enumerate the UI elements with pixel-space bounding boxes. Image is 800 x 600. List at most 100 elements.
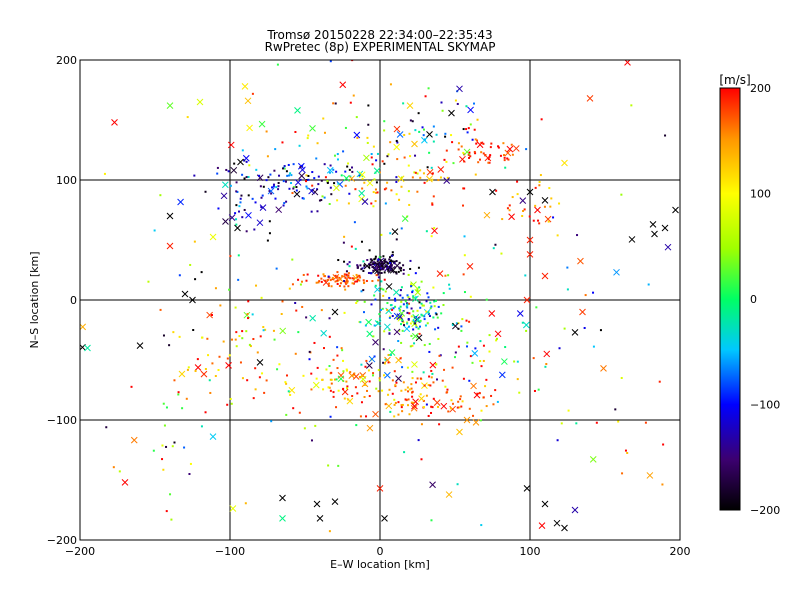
meteor-marker — [543, 350, 551, 358]
detection-point — [255, 284, 258, 287]
detection-point — [372, 261, 375, 264]
detection-point — [313, 341, 316, 344]
detection-point — [469, 155, 472, 158]
meteor-marker — [410, 404, 418, 412]
detection-point — [324, 279, 327, 282]
detection-point — [463, 235, 466, 238]
detection-point — [465, 128, 468, 131]
detection-point — [289, 393, 292, 396]
detection-point — [351, 277, 354, 280]
detection-point — [465, 319, 468, 322]
detection-point — [372, 191, 375, 194]
detection-point — [316, 188, 319, 191]
y-tick-label: −200 — [47, 534, 77, 547]
detection-point — [419, 176, 422, 179]
detection-point — [245, 330, 248, 333]
detection-point — [402, 381, 405, 384]
detection-point — [412, 319, 415, 322]
detection-point — [294, 301, 297, 304]
detection-point — [370, 202, 373, 205]
detection-point — [326, 182, 329, 185]
detection-point — [235, 204, 238, 207]
detection-point — [409, 267, 412, 270]
detection-point — [305, 174, 308, 177]
meteor-marker — [463, 416, 471, 424]
detection-point — [374, 257, 377, 260]
meteor-marker — [586, 95, 594, 102]
detection-point — [430, 411, 433, 414]
detection-point — [265, 179, 268, 182]
detection-point — [411, 390, 414, 393]
detection-point — [342, 370, 345, 373]
x-tick-label: −200 — [65, 545, 95, 558]
detection-point — [361, 267, 364, 270]
detection-point — [387, 153, 390, 156]
detection-point — [231, 338, 234, 341]
detection-point — [366, 136, 369, 139]
detection-point — [566, 288, 569, 291]
meteor-marker — [230, 166, 238, 174]
detection-point — [262, 185, 265, 188]
detection-point — [322, 273, 325, 276]
detection-point — [487, 158, 490, 161]
detection-point — [549, 205, 552, 208]
detection-point — [446, 176, 449, 179]
detection-point — [399, 269, 402, 272]
detection-point — [400, 406, 403, 409]
detection-point — [281, 300, 284, 303]
detection-point — [378, 313, 381, 316]
detection-point — [547, 220, 550, 223]
detection-point — [247, 300, 250, 303]
detection-point — [411, 291, 414, 294]
detection-point — [431, 406, 434, 409]
colorbar-ticks: −200 −100 0 100 200 — [750, 82, 780, 517]
detection-point — [416, 377, 419, 380]
detection-point — [457, 345, 460, 348]
detection-point — [351, 60, 354, 62]
y-tick-label: 200 — [56, 54, 77, 67]
detection-point — [428, 350, 431, 353]
detection-point — [377, 271, 380, 274]
detection-point — [335, 276, 338, 279]
detection-point — [437, 179, 440, 182]
detection-point — [303, 427, 306, 430]
detection-point — [363, 265, 366, 268]
detection-point — [438, 423, 441, 426]
detection-point — [347, 285, 350, 288]
detection-point — [420, 458, 423, 461]
detection-point — [283, 165, 286, 168]
detection-point — [162, 334, 165, 337]
detection-point — [390, 259, 393, 262]
detection-point — [347, 272, 350, 275]
meteor-marker — [628, 236, 636, 243]
detection-point — [388, 296, 391, 299]
meteor-marker — [523, 485, 531, 492]
detection-point — [516, 193, 519, 196]
detection-point — [342, 387, 345, 390]
x-tick-label: 200 — [670, 545, 691, 558]
detection-point — [448, 283, 451, 286]
detection-point — [479, 360, 482, 363]
detection-point — [388, 265, 391, 268]
detection-point — [326, 279, 329, 282]
detection-point — [428, 151, 431, 154]
detection-point — [401, 403, 404, 406]
detection-point — [393, 403, 396, 406]
detection-point — [432, 397, 435, 400]
detection-point — [490, 394, 493, 397]
detection-point — [193, 240, 196, 243]
detection-point — [484, 385, 487, 388]
detection-point — [556, 439, 559, 442]
detection-point — [430, 305, 433, 308]
detection-point — [299, 178, 302, 181]
detection-point — [194, 370, 197, 373]
detection-point — [377, 279, 380, 282]
detection-point — [268, 232, 271, 235]
y-tick-label: −100 — [47, 414, 77, 427]
detection-point — [294, 130, 297, 133]
detection-point — [291, 258, 294, 261]
detection-point — [459, 398, 462, 401]
detection-point — [469, 295, 472, 298]
detection-point — [374, 284, 377, 287]
meteor-marker — [366, 362, 373, 369]
